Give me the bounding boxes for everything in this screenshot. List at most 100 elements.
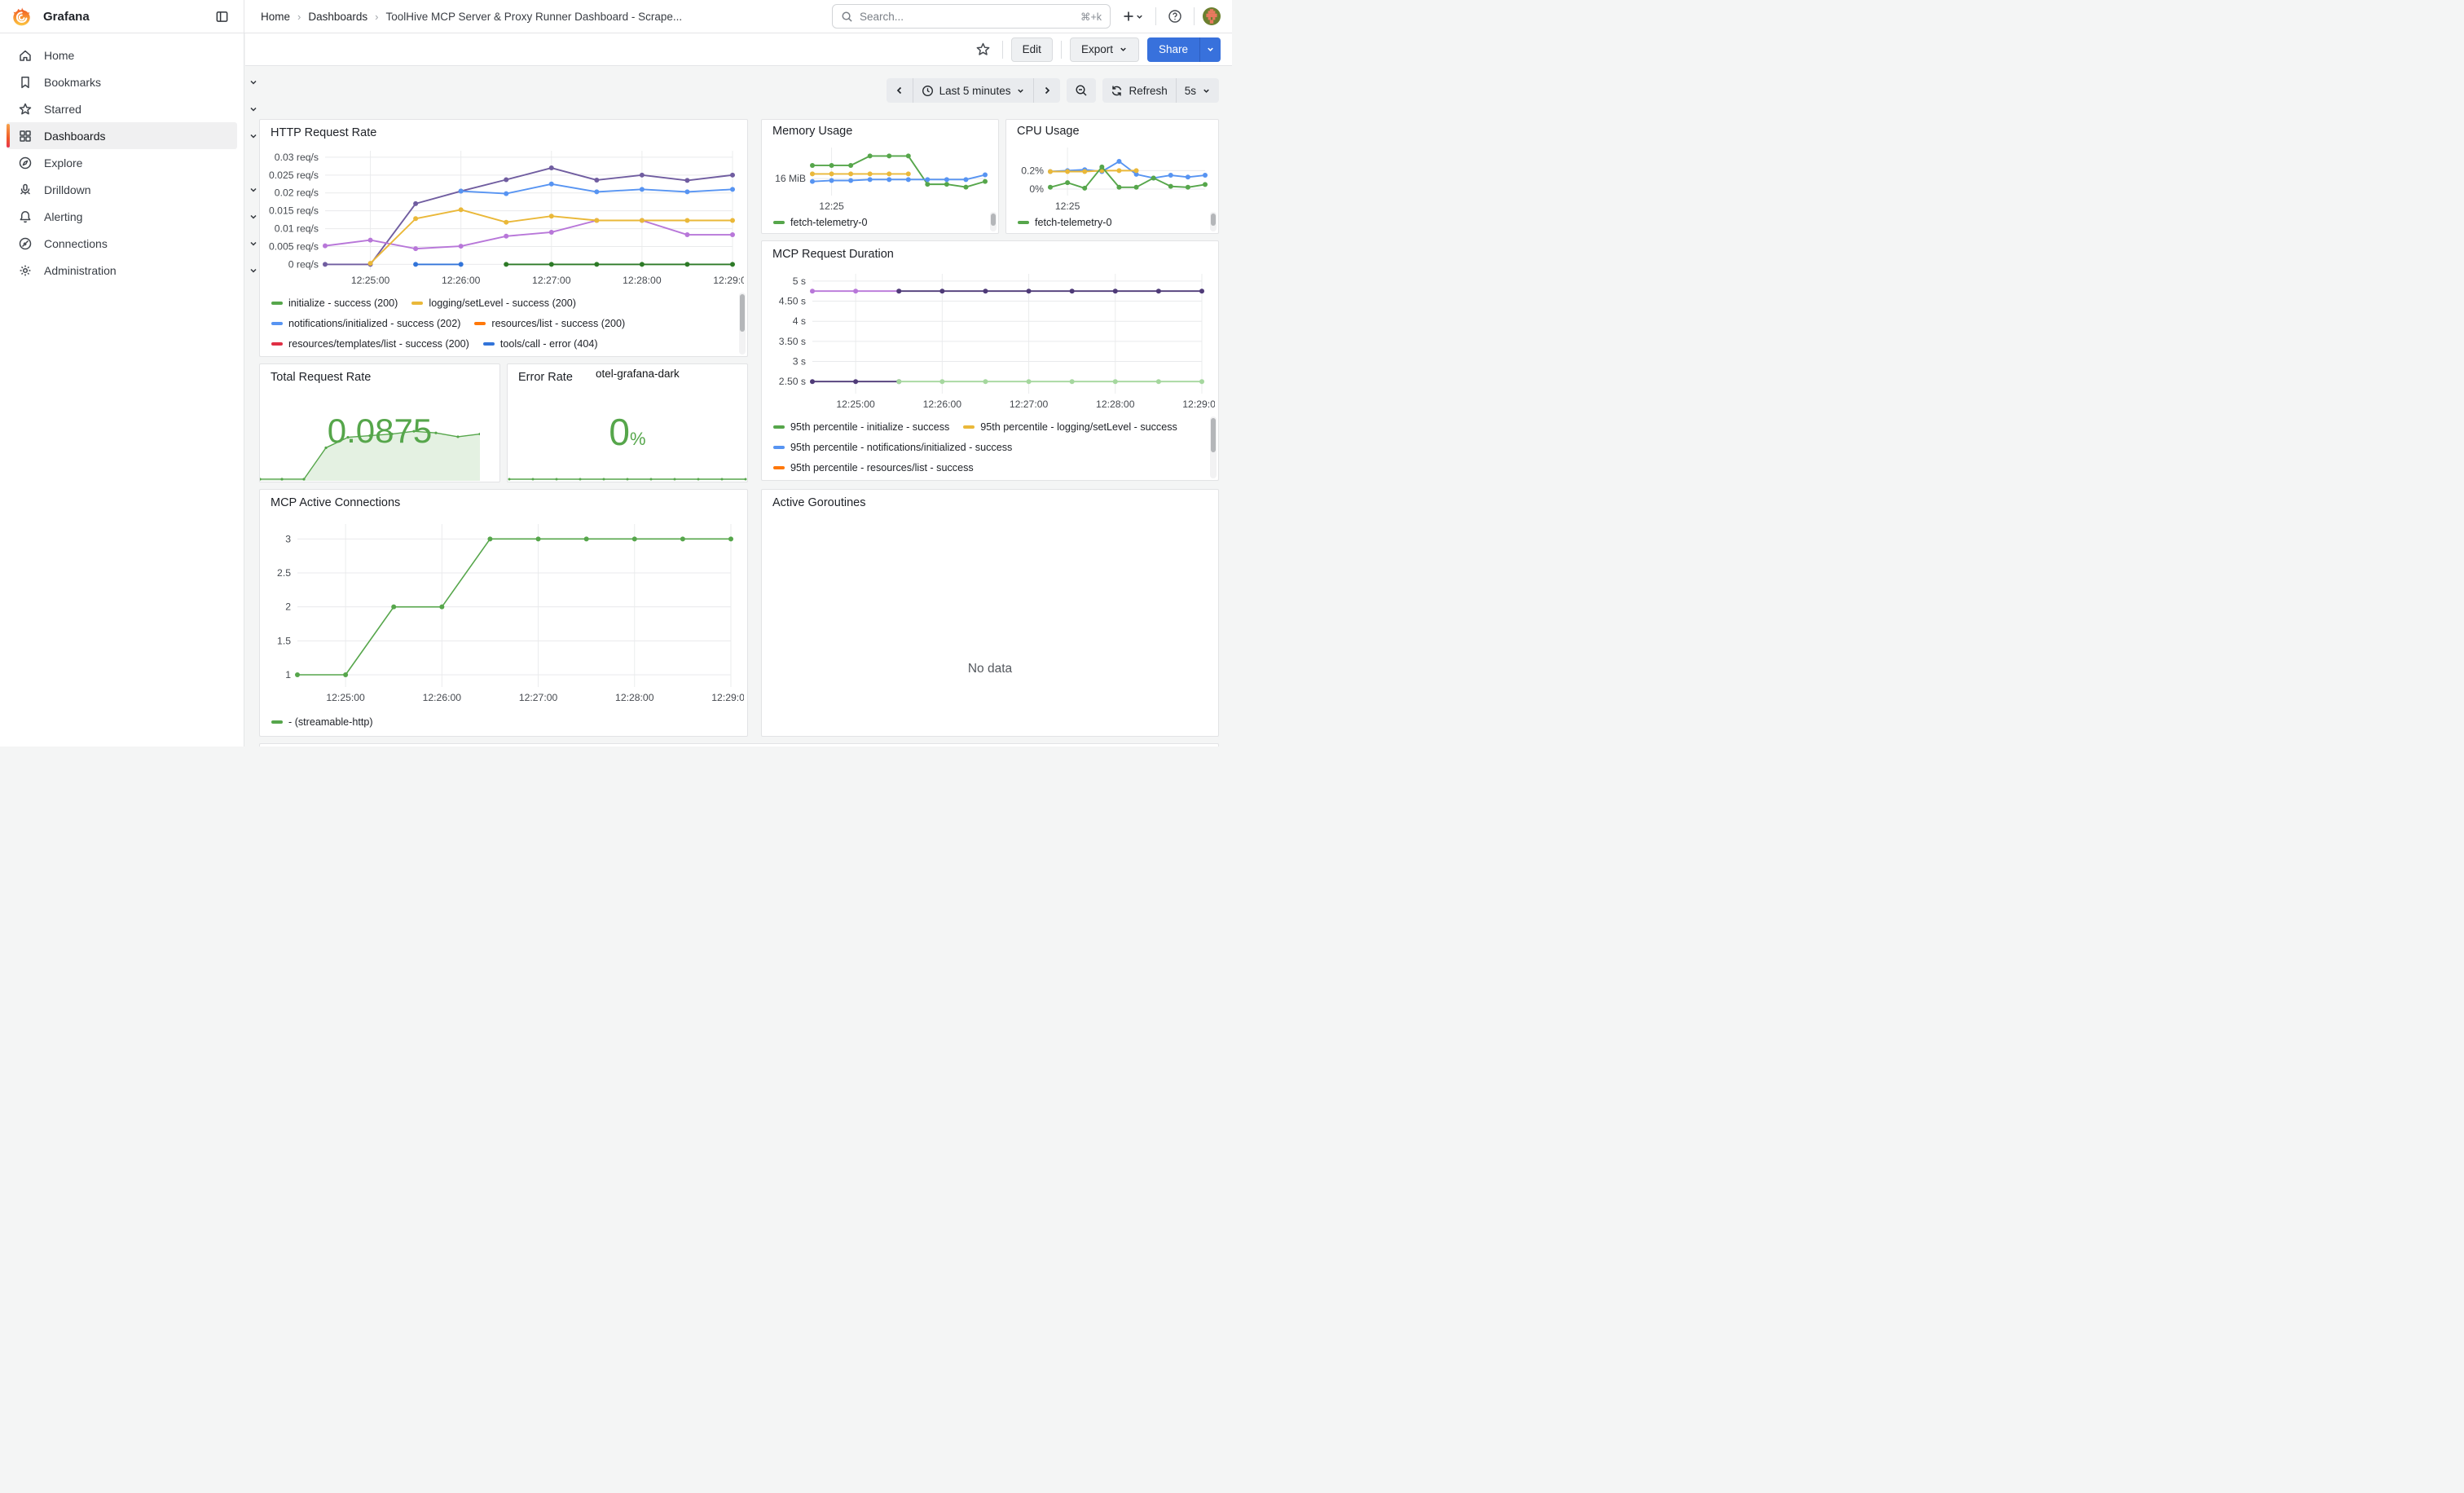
legend-item[interactable]: 95th percentile - initialize - success [773,416,949,437]
panel-memory-usage: Memory Usage 16 MiB12:25 fetch-telemetry… [761,119,999,234]
svg-text:4.50 s: 4.50 s [779,296,806,307]
chevron-down-icon[interactable] [249,103,258,118]
legend-scrollbar[interactable] [739,293,746,355]
mcp-request-duration-chart[interactable]: 5 s4.50 s4 s3.50 s3 s2.50 s12:25:0012:26… [765,266,1215,415]
chevron-down-icon[interactable] [249,184,258,199]
legend-item[interactable]: tools/list - success (200) [416,354,543,356]
compass-icon [18,156,33,170]
gear-icon [18,263,33,278]
svg-text:0.005 req/s: 0.005 req/s [269,241,319,253]
sidebar-item-explore[interactable]: Explore [7,149,237,176]
share-menu-button[interactable] [1199,37,1221,62]
chevron-down-icon[interactable] [249,77,258,91]
legend-swatch [271,322,283,325]
edit-button[interactable]: Edit [1011,37,1053,62]
legend-swatch [1018,221,1029,224]
refresh-button[interactable]: Refresh [1102,78,1175,103]
time-range-picker[interactable]: Last 5 minutes [913,78,1034,103]
add-button[interactable] [1119,7,1147,26]
legend-item[interactable]: tools/call - success (200) [271,354,402,356]
svg-text:0.02 req/s: 0.02 req/s [275,187,319,199]
chevron-down-icon[interactable] [249,211,258,226]
legend-item[interactable]: unknown - success (200) [557,354,688,356]
chevron-down-icon[interactable] [249,265,258,280]
header-divider [1194,7,1195,25]
legend-item[interactable]: tools/call - error (404) [483,333,598,354]
svg-text:12:29:00: 12:29:00 [711,692,744,703]
legend-scrollbar[interactable] [990,212,997,231]
legend-item[interactable]: fetch-telemetry-0 [773,212,867,232]
legend-item[interactable]: 95th percentile - notifications/initiali… [773,437,1012,457]
chevron-down-icon [1202,86,1211,95]
svg-text:12:25:00: 12:25:00 [836,399,875,410]
sidebar-item-home[interactable]: Home [7,42,237,68]
sidebar-item-administration[interactable]: Administration [7,257,237,284]
breadcrumb-separator: › [375,11,378,23]
breadcrumb-separator: › [297,11,301,23]
svg-text:12:29:00: 12:29:00 [1182,399,1215,410]
search-input[interactable]: Search... ⌘+k [832,4,1111,29]
time-shift-back-button[interactable] [887,78,913,103]
panel-title[interactable]: HTTP Request Rate [260,120,747,144]
legend-item[interactable]: resources/list - success (200) [474,313,625,333]
panel-title[interactable]: MCP Active Connections [260,490,747,514]
sidebar-nav: Home Bookmarks Starred Dashboards Explor… [0,33,244,746]
svg-text:12:28:00: 12:28:00 [615,692,654,703]
error-rate-sparkline[interactable] [508,472,747,482]
help-button[interactable] [1164,6,1186,27]
svg-text:12:27:00: 12:27:00 [519,692,558,703]
panel-title[interactable]: Memory Usage [762,120,998,141]
legend-item[interactable]: 95th percentile - logging/setLevel - suc… [963,416,1177,437]
sidebar-item-connections[interactable]: Connections [7,230,237,257]
svg-text:5 s: 5 s [793,275,806,287]
legend-item[interactable]: 95th percentile - resources/templates/li… [773,478,1021,480]
legend-scrollbar[interactable] [1210,212,1217,231]
legend-item[interactable]: logging/setLevel - success (200) [411,293,576,313]
no-data-message: No data [762,514,1218,726]
legend-item[interactable]: - (streamable-http) [271,711,373,732]
panel-title[interactable]: MCP Request Duration [762,241,1218,266]
sidebar-item-drilldown[interactable]: Drilldown [7,176,237,203]
legend-swatch [773,446,785,449]
error-rate-value: 0% [508,410,747,454]
share-button[interactable]: Share [1147,37,1199,62]
error-rate-unit: % [630,429,646,449]
legend-item[interactable]: fetch-telemetry-0 [1018,212,1111,232]
panel-title[interactable]: Total Request Rate [260,364,499,389]
refresh-interval-picker[interactable]: 5s [1176,78,1219,103]
legend-item[interactable]: initialize - success (200) [271,293,398,313]
time-controls: Last 5 minutes Refresh 5s [887,78,1219,103]
panel-title[interactable]: Active Goroutines [762,490,1218,514]
sidebar-item-starred[interactable]: Starred [7,95,237,122]
cpu-usage-chart[interactable]: 0.2%0%12:25 [1010,141,1215,210]
user-avatar[interactable] [1203,7,1221,25]
breadcrumb-dashboards[interactable]: Dashboards [308,11,367,23]
breadcrumb-home[interactable]: Home [261,11,290,23]
chevron-down-icon [1119,45,1128,54]
svg-text:0 req/s: 0 req/s [288,258,319,270]
svg-text:4 s: 4 s [793,315,806,327]
time-zoom-out-button[interactable] [1067,78,1096,103]
time-shift-forward-button[interactable] [1033,78,1060,103]
panel-error-rate: Error Rate 0% [507,363,748,482]
panel-title[interactable]: CPU Usage [1006,120,1218,141]
svg-text:3.50 s: 3.50 s [779,336,806,347]
sidebar-item-dashboards[interactable]: Dashboards [7,122,237,149]
sidebar-item-alerting[interactable]: Alerting [7,203,237,230]
sidebar-item-bookmarks[interactable]: Bookmarks [7,68,237,95]
mcp-active-connections-chart[interactable]: 32.521.5112:25:0012:26:0012:27:0012:28:0… [263,514,744,710]
legend-item[interactable]: notifications/initialized - success (202… [271,313,460,333]
legend-item[interactable]: 95th percentile - resources/list - succe… [773,457,974,478]
chevron-down-icon[interactable] [249,238,258,253]
memory-usage-chart[interactable]: 16 MiB12:25 [765,141,995,210]
sidebar-collapse-icon[interactable] [212,7,232,27]
legend-scrollbar[interactable] [1210,416,1217,478]
drilldown-icon [18,183,33,197]
legend-label: 95th percentile - resources/list - succe… [790,462,974,473]
export-button[interactable]: Export [1070,37,1139,62]
panel-total-request-rate: Total Request Rate 0.0875 [259,363,500,482]
http-request-rate-chart[interactable]: 0 req/s0.005 req/s0.01 req/s0.015 req/s0… [263,144,744,291]
chevron-down-icon[interactable] [249,130,258,145]
favorite-star-button[interactable] [972,38,994,60]
legend-item[interactable]: resources/templates/list - success (200) [271,333,469,354]
